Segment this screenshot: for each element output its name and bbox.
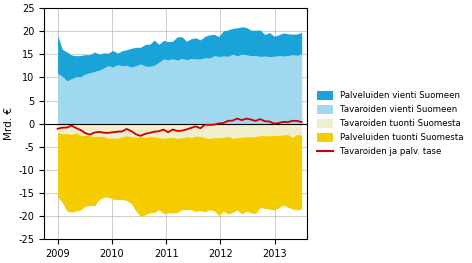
Legend: Palveluiden vienti Suomeen, Tavaroiden vienti Suomeen, Tavaroiden tuonti Suomest: Palveluiden vienti Suomeen, Tavaroiden v…	[314, 87, 467, 160]
Y-axis label: Mrd. €: Mrd. €	[4, 107, 14, 140]
